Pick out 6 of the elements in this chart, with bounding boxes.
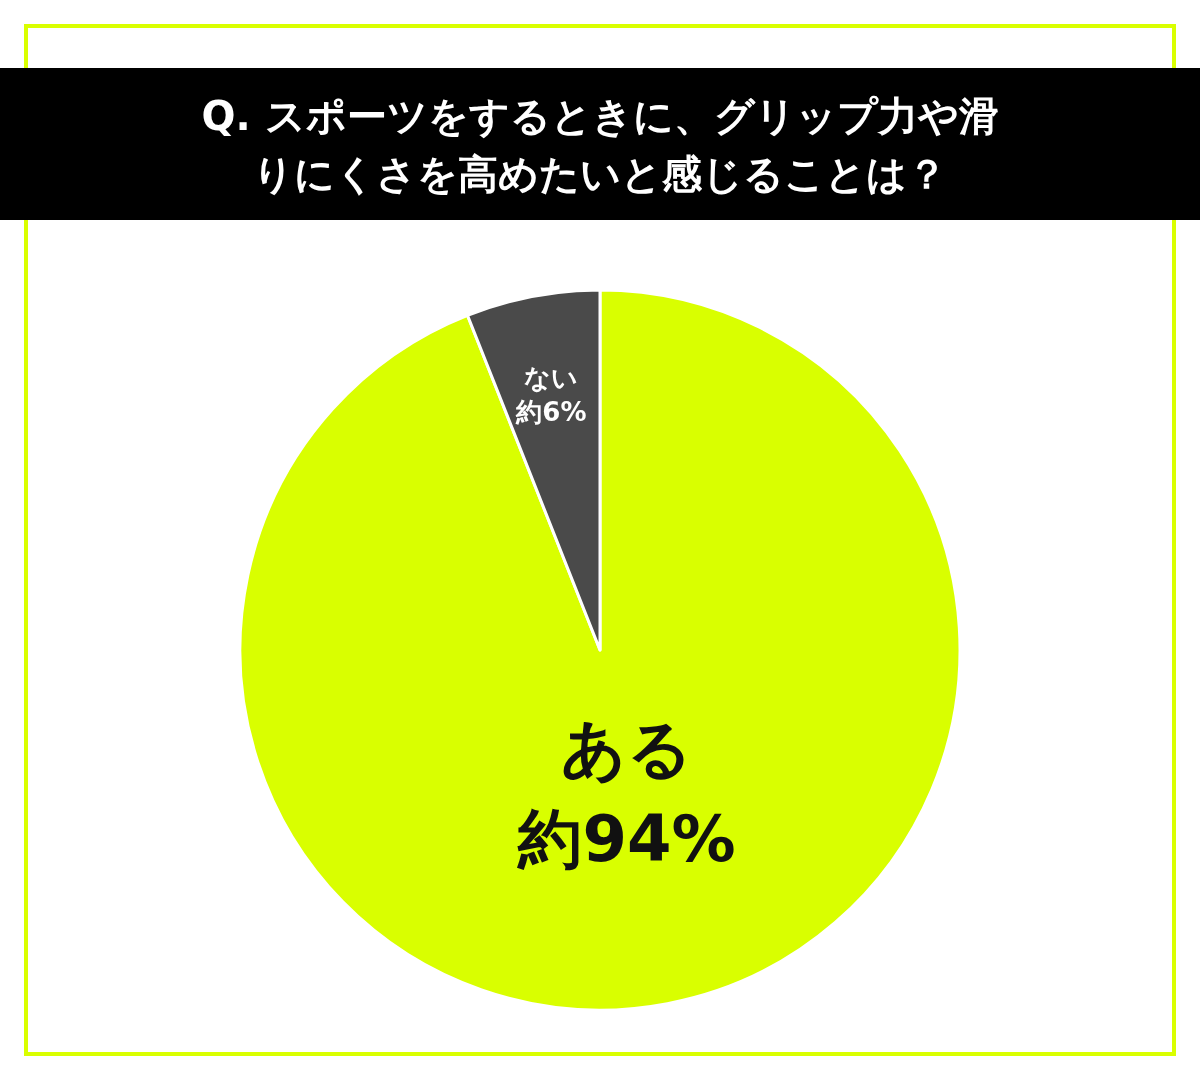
data-label: 約6%: [515, 397, 587, 428]
data-label: 約94%: [516, 802, 736, 877]
pie-slice: [238, 288, 962, 1011]
slice-label: ない: [524, 363, 579, 394]
slice-label: ある: [560, 712, 693, 787]
chart-title: Q. スポーツをするときに、グリップ力や滑りにくさを高めたいと感じることは？: [201, 93, 999, 197]
